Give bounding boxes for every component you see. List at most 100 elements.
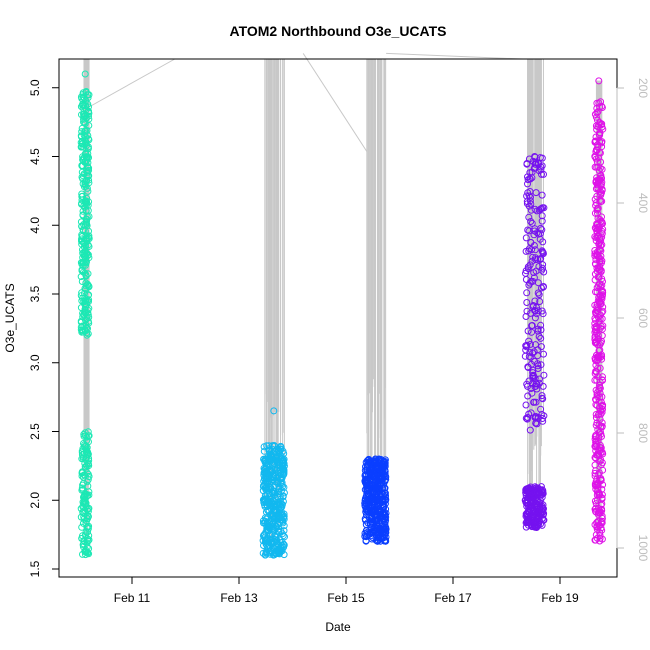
y-axis-right: 200 400 600 800 1000	[616, 78, 650, 562]
data-point	[525, 494, 532, 502]
data-point	[81, 150, 89, 158]
data-point	[373, 537, 381, 545]
data-point	[262, 483, 270, 491]
data-point	[373, 457, 381, 465]
data-point	[271, 531, 279, 539]
data-point	[598, 189, 605, 197]
data-point	[593, 158, 601, 166]
data-point	[381, 477, 389, 485]
data-point	[83, 215, 91, 223]
y-tick-label: 3.0	[28, 354, 42, 371]
data-point	[597, 198, 605, 206]
data-point	[524, 180, 531, 188]
data-point	[534, 279, 542, 287]
data-point	[374, 456, 382, 464]
data-point	[593, 288, 601, 296]
data-point	[79, 309, 87, 317]
data-point	[268, 489, 276, 497]
data-point	[369, 506, 376, 514]
data-point	[85, 536, 93, 544]
data-point	[591, 336, 599, 344]
data-point	[78, 472, 86, 480]
data-point	[596, 129, 604, 137]
data-point	[532, 382, 540, 390]
data-point	[83, 177, 91, 184]
data-point	[593, 324, 601, 332]
right-tick-label: 400	[636, 193, 650, 213]
data-point	[361, 495, 369, 503]
data-point	[81, 181, 89, 189]
data-point	[532, 499, 540, 507]
data-point	[83, 172, 91, 180]
data-point	[538, 212, 546, 220]
x-tick-label: Feb 15	[327, 591, 365, 605]
data-point	[82, 272, 90, 280]
data-point	[528, 219, 536, 227]
data-point	[79, 532, 86, 540]
data-point	[82, 285, 90, 293]
data-point	[78, 486, 86, 494]
data-point	[594, 141, 602, 149]
data-point	[378, 496, 386, 504]
data-point	[598, 535, 606, 543]
data-point	[375, 508, 383, 515]
data-point	[593, 206, 601, 214]
data-point	[522, 234, 530, 242]
data-point	[367, 467, 375, 475]
data-point	[271, 442, 279, 450]
data-point	[593, 488, 601, 496]
data-point	[540, 371, 548, 379]
data-point	[279, 483, 286, 490]
data-point	[598, 315, 606, 323]
data-point	[536, 375, 543, 383]
data-point	[382, 523, 390, 531]
data-point	[593, 389, 601, 397]
y-axis-label: O3e_UCATS	[3, 283, 17, 352]
data-point	[85, 550, 93, 558]
data-point	[84, 143, 92, 151]
data-point	[535, 499, 543, 507]
data-point	[594, 123, 602, 131]
data-point	[370, 517, 378, 525]
data-point	[522, 510, 530, 518]
data-point	[594, 108, 602, 116]
data-point	[522, 346, 530, 354]
data-point	[362, 478, 370, 486]
data-point	[539, 238, 547, 246]
data-point	[83, 127, 91, 134]
x-tick-label: Feb 19	[541, 591, 579, 605]
data-point	[591, 435, 599, 443]
data-point	[362, 537, 370, 545]
data-point	[596, 381, 603, 389]
data-point	[84, 164, 92, 171]
data-point	[79, 486, 87, 494]
data-point	[532, 414, 540, 422]
data-point	[593, 475, 601, 483]
data-point	[366, 521, 374, 529]
data-point	[82, 219, 90, 227]
data-point	[522, 342, 530, 350]
x-axis: Feb 11 Feb 13 Feb 15 Feb 17 Feb 19	[114, 576, 579, 605]
chart-title: ATOM2 Northbound O3e_UCATS	[230, 23, 447, 39]
data-point	[522, 269, 529, 277]
data-point	[596, 190, 604, 198]
data-point	[270, 526, 278, 534]
data-point	[381, 513, 389, 521]
data-point	[537, 405, 545, 413]
data-point	[592, 137, 600, 145]
data-point	[529, 369, 537, 377]
data-point	[592, 256, 600, 264]
data-point	[267, 468, 275, 476]
y-tick-label: 1.5	[28, 560, 42, 577]
data-point	[597, 456, 605, 464]
data-point	[537, 224, 545, 232]
data-point	[85, 112, 92, 120]
data-point	[595, 77, 603, 85]
data-point	[594, 143, 602, 151]
data-point	[527, 206, 535, 214]
data-point	[365, 455, 373, 463]
data-point	[596, 280, 604, 288]
data-point	[83, 517, 90, 525]
data-point	[528, 168, 536, 176]
y-tick-label: 4.0	[28, 217, 42, 234]
